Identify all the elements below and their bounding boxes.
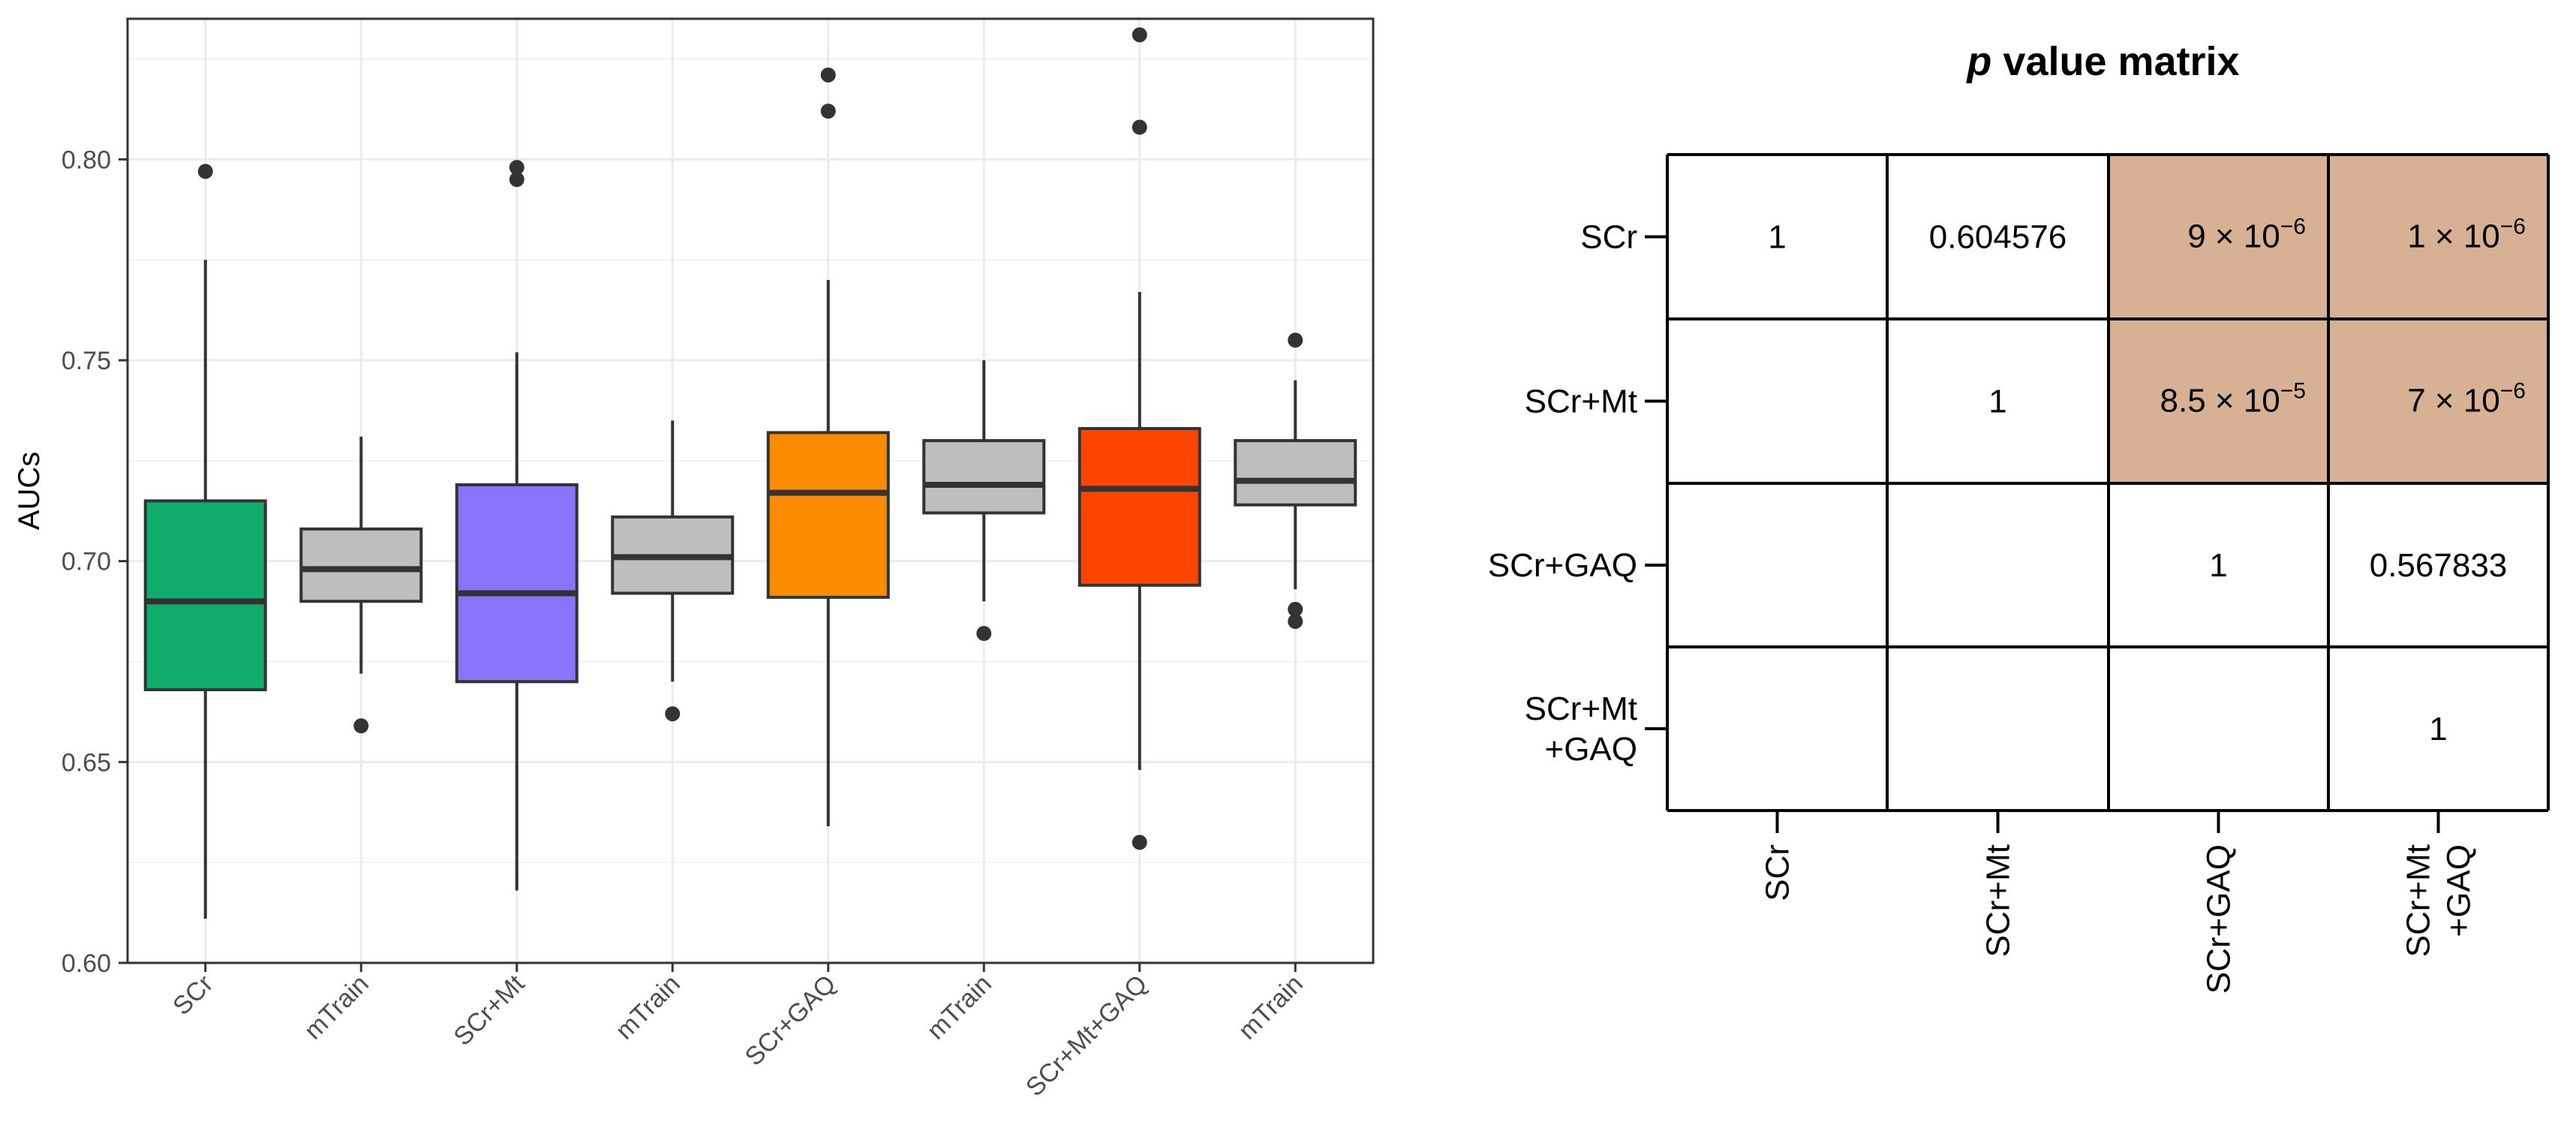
outlier-point [509,172,525,188]
outlier-point [1132,119,1147,135]
row-label: SCr+Mt [1525,384,1637,420]
cell-value: 7 × 10−6 [2407,379,2526,420]
col-label: SCr+Mt [2400,844,2437,957]
matrix-title: p value matrix [1965,39,2239,84]
y-tick-label: 0.70 [62,548,111,576]
outlier-point [820,67,836,83]
col-label: +GAQ [2441,844,2478,937]
x-tick-label: SCr+GAQ [740,970,842,1072]
row-label: SCr+Mt [1525,690,1637,727]
cell-value-base: 9 × 10 [2187,218,2280,255]
row-label: +GAQ [1545,731,1638,768]
y-tick-label: 0.65 [62,748,111,777]
matrix-cell [1887,483,2109,647]
col-label: SCr [1760,844,1796,901]
col-label: SCr+Mt [1980,844,2017,957]
matrix-cell [2328,647,2548,811]
matrix-cell [1667,647,1887,811]
outlier-point [1132,27,1147,43]
matrix-cell [1667,483,1887,647]
y-tick-label: 0.60 [62,949,111,978]
x-tick-label: SCr+Mt+GAQ [1020,970,1153,1102]
x-tick-label: mTrain [299,970,374,1045]
x-tick-label: SCr [167,970,218,1021]
boxplot-chart: 0.60 0.65 0.70 0.75 0.80 AUCs SCr mTrain SCr+Mt m… [13,17,1375,1102]
outlier-point [1288,332,1303,348]
y-axis-title: AUCs [13,452,46,530]
y-tick-label: 0.80 [62,146,111,174]
outlier-point [1288,601,1303,617]
cell-value-base: 7 × 10 [2407,383,2500,420]
box-iqr [766,431,890,599]
outlier-point [1288,613,1303,629]
x-tick-label: mTrain [1233,970,1309,1045]
matrix-cell [2109,647,2328,811]
outlier-point [197,164,213,179]
cell-value-base: 1 × 10 [2407,218,2500,255]
cell-value: 0.604576 [1929,219,2067,256]
y-tick-label: 0.75 [62,347,111,375]
box-iqr [299,527,423,603]
plot-border [126,17,1375,964]
cell-value-exponent: −6 [2500,215,2526,239]
matrix-cell [1887,647,2109,811]
cell-value-exponent: −6 [2500,379,2526,404]
box-iqr [143,499,267,691]
row-label: SCr [1580,219,1637,256]
matrix-cell [1667,319,1887,483]
matrix-title-rest: value matrix [1991,39,2239,84]
matrix-cell [2328,483,2548,647]
matrix-cell [1887,155,2109,319]
cell-value: 9 × 10−6 [2187,215,2306,255]
x-tick-label: mTrain [921,970,997,1045]
box-iqr [922,439,1046,515]
cell-value: 1 [1768,219,1786,256]
x-tick-label: SCr+Mt [448,969,530,1051]
outlier-point [353,718,369,734]
cell-value: 1 [2429,711,2447,747]
row-label: SCr+GAQ [1488,547,1637,584]
cell-value: 1 [1988,384,2006,420]
matrix-cell [1887,319,2109,483]
box-iqr [1234,439,1357,507]
matrix-cell [2328,319,2548,483]
box-iqr [1078,427,1201,587]
cell-value-exponent: −5 [2280,379,2306,404]
cell-value: 1 × 10−6 [2407,215,2526,255]
matrix-cell [2109,483,2328,647]
matrix-cell [2328,155,2548,319]
outlier-point [1132,835,1147,850]
cell-value: 0.567833 [2370,547,2508,584]
cell-value-base: 8.5 × 10 [2160,383,2280,420]
matrix-cell [2109,319,2328,483]
x-tick-label: mTrain [610,970,686,1045]
outlier-point [509,160,525,176]
cell-value: 1 [2209,547,2227,584]
outlier-point [976,626,992,642]
box-iqr [455,483,579,684]
matrix-cell [2109,155,2328,319]
matrix-cell [1667,155,1887,319]
outlier-point [820,104,836,119]
outlier-point [665,706,681,722]
col-label: SCr+GAQ [2201,844,2238,994]
cell-value: 8.5 × 10−5 [2160,379,2306,420]
cell-value-exponent: −6 [2280,215,2306,239]
matrix-title-italic: p [1965,39,1991,84]
